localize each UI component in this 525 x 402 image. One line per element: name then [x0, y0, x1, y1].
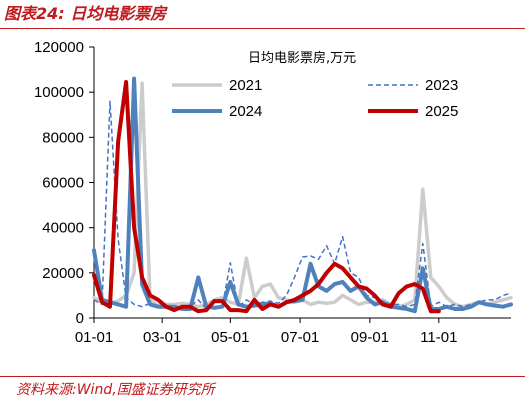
title-divider	[0, 28, 525, 29]
y-tick-label: 20000	[42, 265, 84, 282]
y-tick-label: 100000	[34, 84, 84, 101]
legend-label-2021: 2021	[229, 77, 262, 94]
y-tick-label: 0	[76, 310, 84, 327]
y-axis: 0 20000 40000 60000 80000 100000 120000	[34, 39, 95, 327]
y-tick-label: 40000	[42, 220, 84, 237]
x-tick-label: 03-01	[143, 329, 181, 346]
x-axis: 01-01 03-01 05-01 07-01 09-01 11-01	[75, 317, 511, 346]
unit-label: 日均电影票房,万元	[248, 50, 356, 66]
x-tick-label: 11-01	[420, 329, 457, 346]
legend-label-2025: 2025	[425, 103, 458, 120]
y-tick-label: 120000	[34, 39, 84, 56]
legend: 2021 2023 2024 2025	[172, 77, 458, 120]
source-divider	[0, 376, 525, 377]
legend-label-2024: 2024	[229, 103, 262, 120]
x-tick-label: 01-01	[75, 329, 113, 346]
legend-label-2023: 2023	[425, 77, 458, 94]
series-line-2025	[92, 80, 441, 314]
x-tick-label: 09-01	[351, 329, 389, 346]
figure-title: 图表24: 日均电影票房	[4, 4, 167, 23]
x-tick-label: 07-01	[281, 329, 319, 346]
y-tick-label: 60000	[42, 175, 84, 192]
y-tick-label: 80000	[42, 129, 84, 146]
series-layer	[92, 76, 513, 314]
series-line-2023	[93, 100, 512, 310]
source-note: 资料来源:Wind,国盛证券研究所	[16, 382, 215, 398]
x-tick-label: 05-01	[211, 329, 249, 346]
